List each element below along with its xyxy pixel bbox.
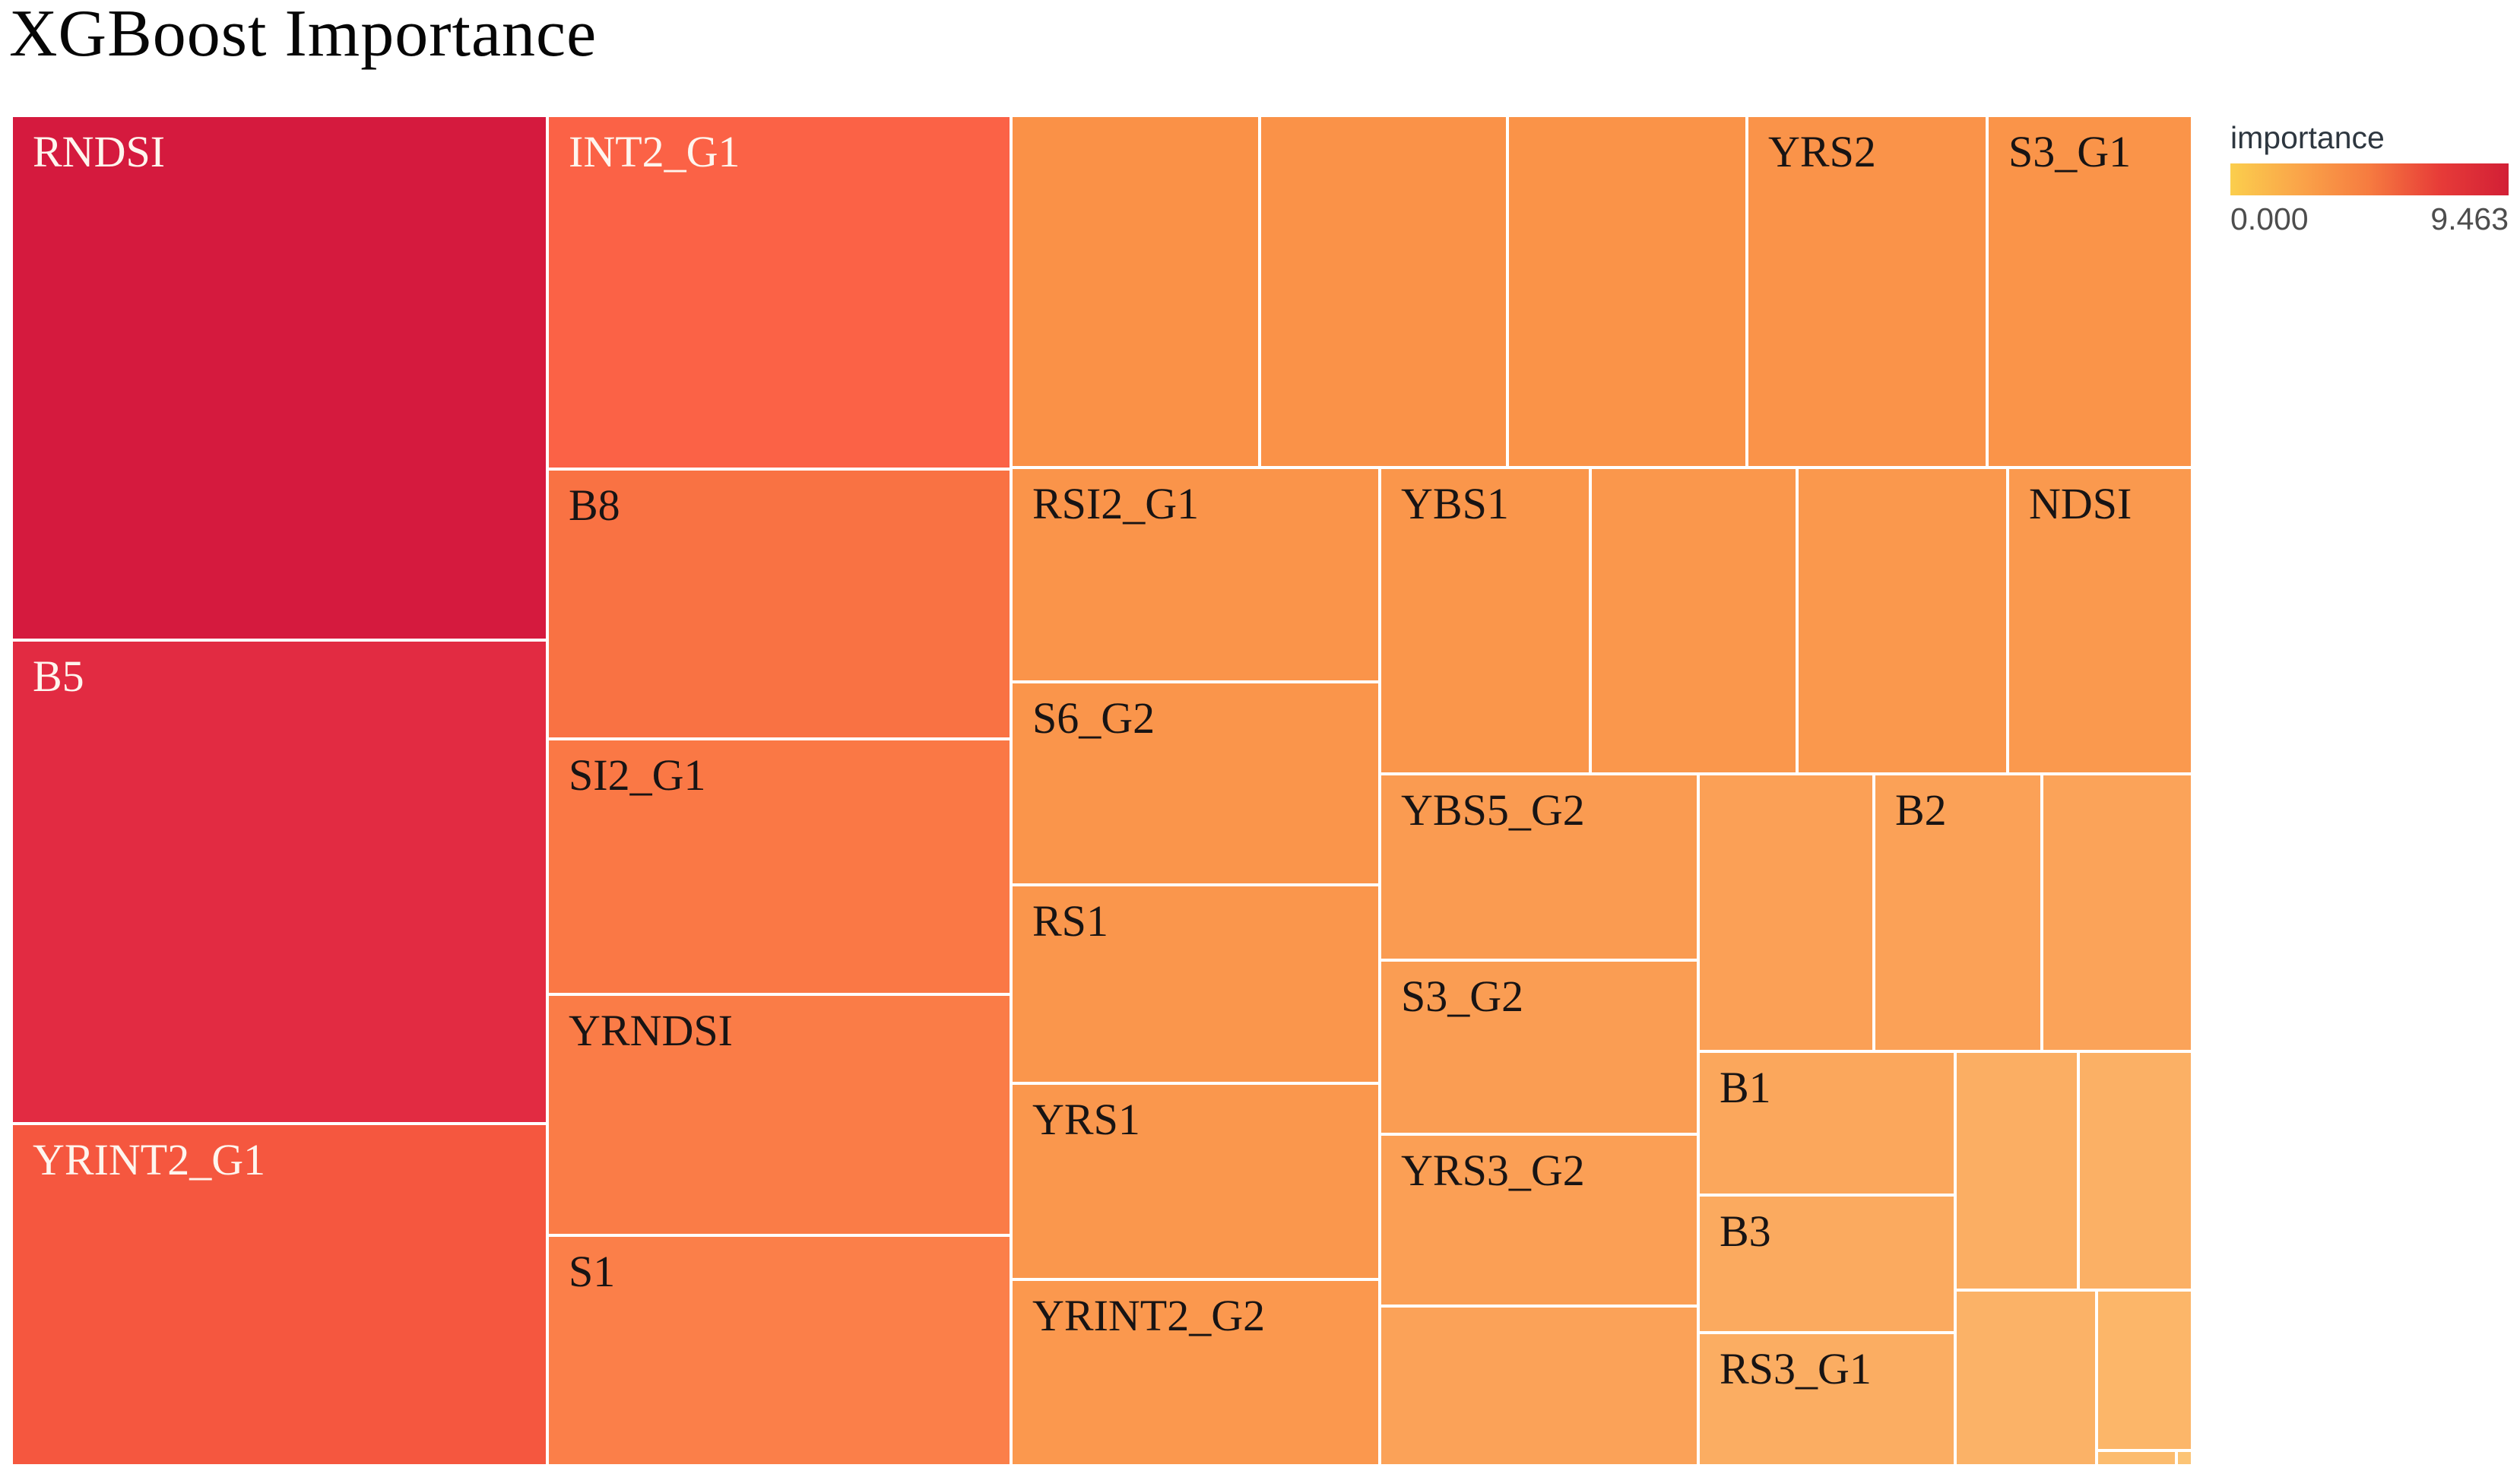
treemap-cell bbox=[2078, 1051, 2192, 1290]
legend-max-label: 9.463 bbox=[2430, 201, 2509, 236]
treemap-cell-RS1: RS1 bbox=[1011, 885, 1380, 1083]
treemap-cell bbox=[1507, 116, 1747, 468]
treemap-cell-S1: S1 bbox=[547, 1235, 1011, 1466]
treemap-cell-label: S3_G2 bbox=[1401, 972, 1524, 1020]
treemap-cell bbox=[1260, 116, 1507, 468]
treemap-cell-B1: B1 bbox=[1698, 1051, 1955, 1195]
treemap-cell-YRINT2_G1: YRINT2_G1 bbox=[11, 1124, 547, 1466]
treemap-cell bbox=[1380, 1306, 1698, 1466]
treemap-cell bbox=[1797, 468, 2008, 774]
treemap-cell-YRINT2_G2: YRINT2_G2 bbox=[1011, 1279, 1380, 1466]
treemap-cell-B3: B3 bbox=[1698, 1195, 1955, 1333]
treemap-cell-label: S1 bbox=[569, 1247, 616, 1295]
treemap-cell-label: RNDSI bbox=[33, 127, 166, 176]
treemap-cell-B5: B5 bbox=[11, 640, 547, 1124]
treemap-cell-label: S6_G2 bbox=[1032, 693, 1155, 742]
chart-title: XGBoost Importance bbox=[9, 0, 598, 71]
treemap-cell-RNDSI: RNDSI bbox=[11, 116, 547, 640]
treemap-cell-NDSI: NDSI bbox=[2008, 468, 2192, 774]
treemap-cell-label: RSI2_G1 bbox=[1032, 479, 1200, 528]
treemap-cell-YBS5_G2: YBS5_G2 bbox=[1380, 774, 1698, 960]
treemap-cell bbox=[1698, 774, 1874, 1051]
treemap-cell-B2: B2 bbox=[1874, 774, 2042, 1051]
treemap-cell-label: RS3_G1 bbox=[1720, 1344, 1872, 1393]
legend-gradient-bar bbox=[2230, 163, 2509, 195]
treemap-cell-label: SI2_G1 bbox=[569, 750, 706, 799]
treemap-cell-label: YBS1 bbox=[1401, 479, 1509, 528]
treemap-cell-label: S3_G1 bbox=[2008, 127, 2132, 176]
treemap-cell-label: RS1 bbox=[1032, 896, 1108, 945]
colorbar-legend: importance 0.000 9.463 bbox=[2227, 120, 2513, 237]
treemap-cell bbox=[2042, 774, 2192, 1051]
treemap-cell-YRS2: YRS2 bbox=[1747, 116, 1987, 468]
treemap-cell-label: B2 bbox=[1895, 785, 1947, 834]
treemap-cell-S6_G2: S6_G2 bbox=[1011, 682, 1380, 885]
legend-min-label: 0.000 bbox=[2230, 201, 2309, 236]
treemap-cell-label: YRS2 bbox=[1768, 127, 1876, 176]
treemap-cell-SI2_G1: SI2_G1 bbox=[547, 739, 1011, 994]
treemap-cell bbox=[1590, 468, 1797, 774]
treemap-cell-B8: B8 bbox=[547, 469, 1011, 739]
treemap-cell-label: YRINT2_G1 bbox=[33, 1135, 266, 1184]
treemap-cell bbox=[1955, 1290, 2097, 1466]
treemap-cell-RSI2_G1: RSI2_G1 bbox=[1011, 468, 1380, 682]
treemap-cell-label: YRNDSI bbox=[569, 1006, 733, 1054]
treemap-cell-label: B8 bbox=[569, 480, 620, 529]
treemap-cell-YRS3_G2: YRS3_G2 bbox=[1380, 1134, 1698, 1306]
treemap-cell-INT2_G1: INT2_G1 bbox=[547, 116, 1011, 469]
treemap-cell-YRNDSI: YRNDSI bbox=[547, 994, 1011, 1235]
treemap-cell-YBS1: YBS1 bbox=[1380, 468, 1590, 774]
legend-scale: 0.000 9.463 bbox=[2230, 201, 2509, 237]
treemap-cell-RS3_G1: RS3_G1 bbox=[1698, 1333, 1955, 1466]
treemap-cell-label: B5 bbox=[33, 651, 84, 700]
treemap-cell bbox=[2097, 1450, 2176, 1466]
treemap-cell-label: B1 bbox=[1720, 1063, 1771, 1111]
treemap-cell-label: YBS5_G2 bbox=[1401, 785, 1585, 834]
treemap-cell bbox=[1955, 1051, 2078, 1290]
legend-title: importance bbox=[2230, 120, 2385, 155]
treemap-cell bbox=[2097, 1290, 2192, 1450]
treemap-cell-S3_G1: S3_G1 bbox=[1987, 116, 2192, 468]
treemap-cell-label: NDSI bbox=[2029, 479, 2132, 528]
treemap-cell-label: YRS1 bbox=[1032, 1095, 1140, 1143]
treemap-cell-label: YRINT2_G2 bbox=[1032, 1291, 1266, 1339]
treemap-cell bbox=[2176, 1450, 2192, 1466]
treemap-cell-label: YRS3_G2 bbox=[1401, 1146, 1585, 1194]
treemap-cell-YRS1: YRS1 bbox=[1011, 1083, 1380, 1279]
treemap-cell-S3_G2: S3_G2 bbox=[1380, 960, 1698, 1134]
treemap-cell-label: INT2_G1 bbox=[569, 127, 740, 176]
treemap-cell bbox=[1011, 116, 1260, 468]
treemap-cell-label: B3 bbox=[1720, 1206, 1771, 1255]
